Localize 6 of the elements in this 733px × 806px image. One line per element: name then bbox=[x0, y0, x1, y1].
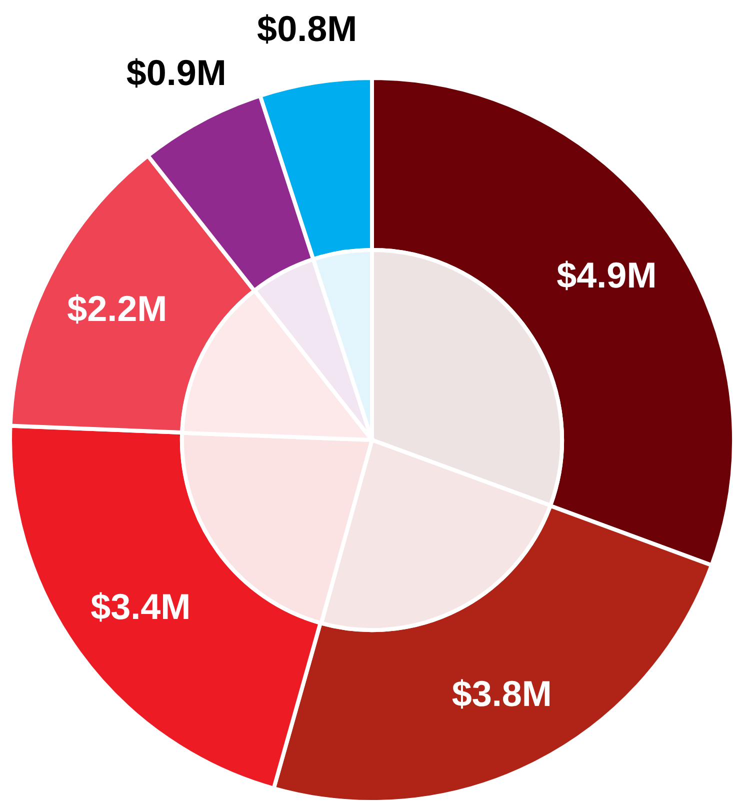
data-label: $2.2M bbox=[67, 288, 168, 330]
data-label: $3.4M bbox=[90, 586, 191, 628]
data-label: $3.8M bbox=[452, 672, 552, 714]
data-label: $0.8M bbox=[257, 8, 358, 50]
data-label: $0.9M bbox=[126, 52, 226, 94]
data-label: $4.9M bbox=[556, 254, 657, 296]
